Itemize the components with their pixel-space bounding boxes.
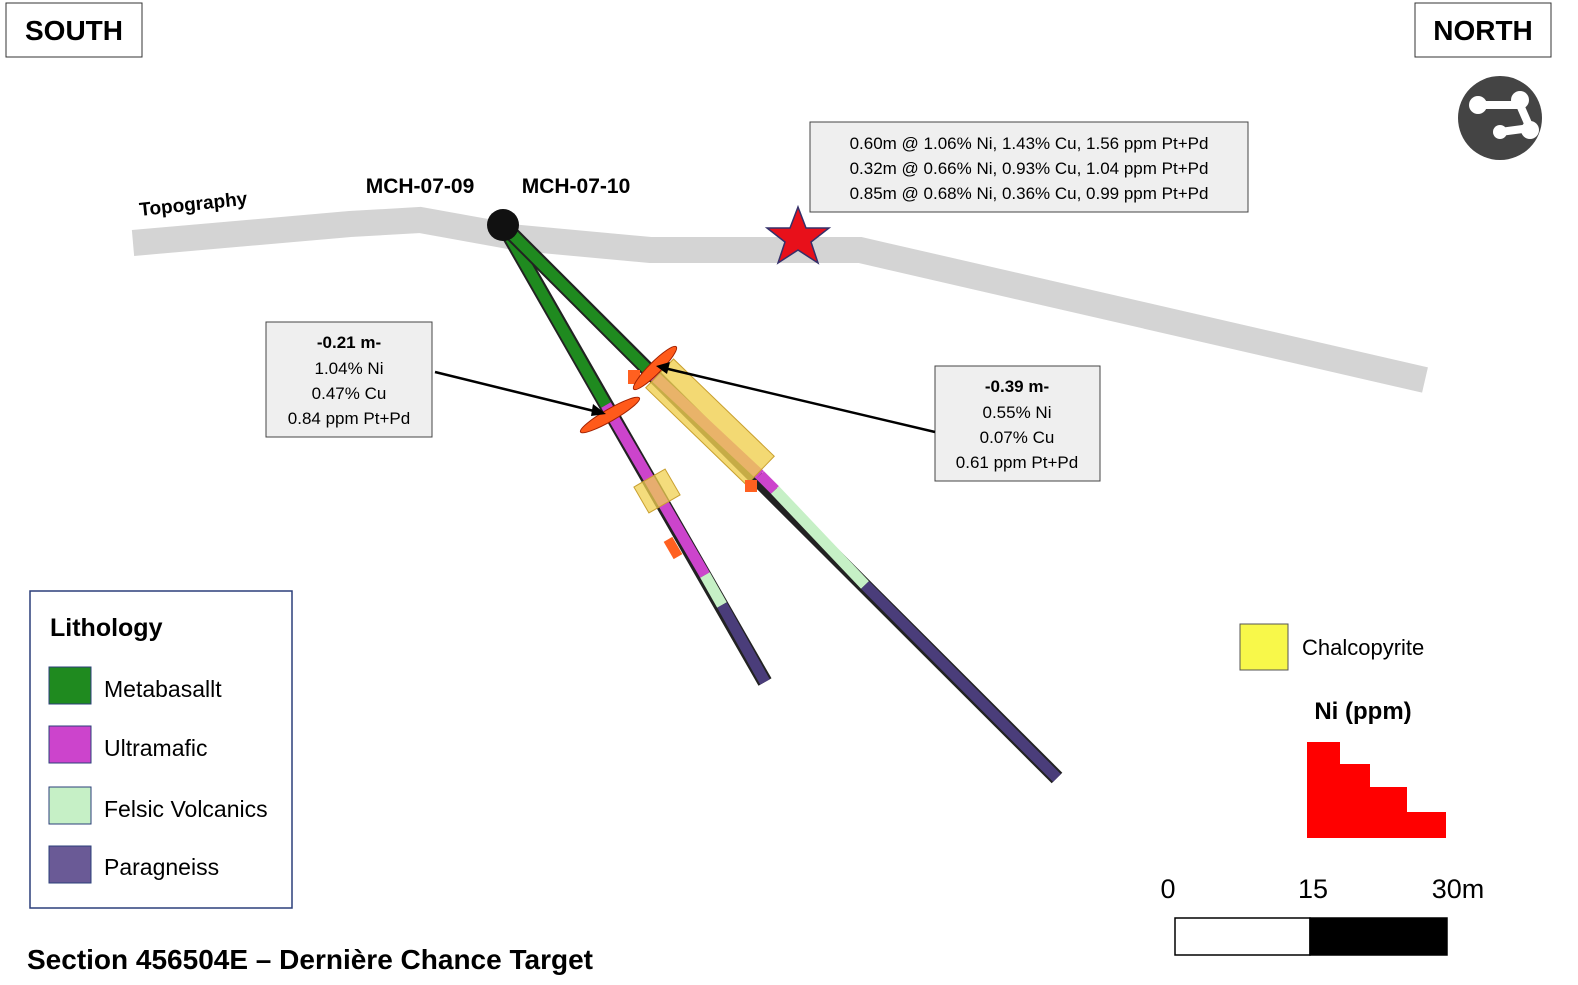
north-box: [1414, 2, 1552, 58]
callout-line: 1.04% Ni: [315, 359, 384, 378]
topography-label: Topography: [138, 189, 248, 221]
logo-node: [1521, 121, 1539, 139]
scale-label: 0: [1160, 874, 1175, 904]
star-marker: [764, 204, 832, 265]
callout-arrow: [663, 366, 936, 434]
intercept-disc: [579, 396, 641, 434]
legend-label: Metabasallt: [104, 676, 222, 702]
ni-legend-ramp: [1307, 742, 1446, 838]
arrow-head: [591, 404, 606, 416]
hole-label: MCH-07-10: [522, 175, 631, 198]
scale-segment: [1309, 917, 1448, 956]
callout-line: 0.55% Ni: [983, 403, 1052, 422]
chalcopyrite-swatch: [1239, 623, 1289, 671]
legend-title: Lithology: [50, 614, 163, 642]
metabasalt-segment: [499, 221, 654, 376]
chalcopyrite-zone: [633, 468, 681, 514]
logo-node: [1511, 91, 1529, 109]
section-title: Section 456504E – Dernière Chance Target: [27, 944, 593, 975]
legend-swatch: [48, 786, 92, 825]
ni-marker: [745, 480, 757, 492]
legend-label: Ultramafic: [104, 735, 208, 761]
callout-box: [265, 321, 433, 438]
intercept-disc: [632, 345, 678, 391]
legend-label: Paragneiss: [104, 854, 219, 880]
paragneiss-segment: [717, 602, 770, 685]
legend-swatch: [48, 666, 92, 705]
ultramafic-segment: [756, 471, 779, 494]
drill-hole: [497, 219, 1063, 784]
arrow-head: [656, 362, 670, 374]
legend-label: Felsic Volcanics: [104, 796, 268, 822]
callout-title: -0.21 m-: [317, 333, 381, 352]
logo-node: [1493, 125, 1507, 139]
south-box: [5, 2, 143, 58]
intercept-summary: 0.85m @ 0.68% Ni, 0.36% Cu, 0.99 ppm Pt+…: [850, 184, 1209, 203]
callout-line: 0.61 ppm Pt+Pd: [956, 453, 1078, 472]
logo-node: [1469, 96, 1487, 114]
callout-arrow: [434, 370, 599, 414]
callout-title: -0.39 m-: [985, 377, 1049, 396]
metabasalt-segment: [498, 222, 611, 408]
south-label: SOUTH: [25, 15, 123, 46]
callout-line: 0.07% Cu: [980, 428, 1055, 447]
intercept-summary: 0.32m @ 0.66% Ni, 0.93% Cu, 1.04 ppm Pt+…: [850, 159, 1209, 178]
drill-hole: [496, 221, 772, 686]
logo-link: [1478, 101, 1536, 136]
felsic-segment: [700, 572, 727, 608]
intercept-summary-box: [809, 121, 1249, 213]
felsic-segment: [771, 486, 869, 589]
collar: [487, 209, 519, 241]
scale-label: 30m: [1432, 874, 1485, 904]
legend-swatch: [48, 725, 92, 764]
scale-label: 15: [1298, 874, 1328, 904]
hole-label: MCH-07-09: [366, 175, 475, 198]
callout-line: 0.47% Cu: [312, 384, 387, 403]
logo: [1458, 76, 1542, 160]
callout-box: [934, 365, 1101, 482]
chalcopyrite-zone: [645, 358, 775, 486]
intercept-summary: 0.60m @ 1.06% Ni, 1.43% Cu, 1.56 ppm Pt+…: [850, 134, 1209, 153]
callout-line: 0.84 ppm Pt+Pd: [288, 409, 410, 428]
scale-segment: [1174, 917, 1311, 956]
ni-legend-title: Ni (ppm): [1314, 698, 1411, 725]
north-label: NORTH: [1433, 15, 1533, 46]
legend-swatch: [48, 845, 92, 884]
paragneiss-segment: [861, 581, 1061, 782]
ni-marker: [663, 536, 683, 560]
chalcopyrite-label: Chalcopyrite: [1302, 635, 1424, 660]
